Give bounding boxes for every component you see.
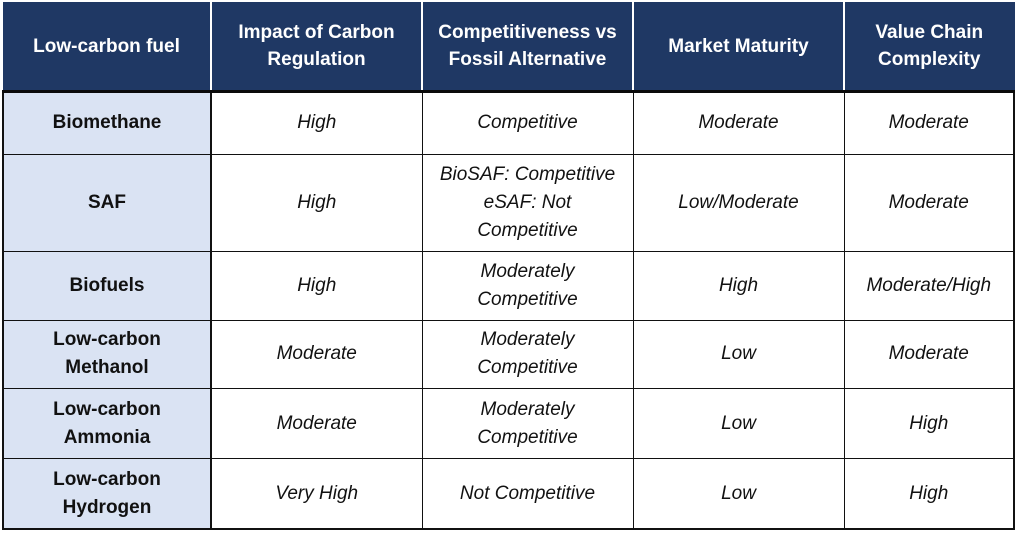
table-row: Low-carbon Ammonia Moderate Moderately C… bbox=[2, 388, 1015, 460]
impact-cell: Moderate bbox=[210, 388, 423, 460]
maturity-cell: Moderate bbox=[632, 91, 845, 155]
header-line: Low-carbon fuel bbox=[33, 35, 180, 57]
fuel-name-cell: SAF bbox=[2, 153, 212, 252]
fuel-name: Methanol bbox=[65, 357, 149, 379]
header-row: Low-carbon fuel Impact of Carbon Regulat… bbox=[3, 2, 1015, 93]
competitiveness-value: BioSAF: Competitive bbox=[439, 163, 616, 185]
header-line: Competitiveness vs bbox=[438, 22, 617, 43]
maturity-cell: Low bbox=[632, 388, 845, 460]
maturity-cell: Low bbox=[632, 458, 845, 531]
competitiveness-value: Competitive bbox=[477, 112, 578, 134]
fuel-name: Low-carbon bbox=[53, 329, 161, 351]
header-line: Complexity bbox=[878, 49, 981, 70]
table-row: Low-carbon Methanol Moderate Moderately … bbox=[2, 319, 1015, 390]
maturity-value: Low bbox=[721, 412, 756, 434]
maturity-cell: Low/Moderate bbox=[632, 153, 845, 252]
maturity-cell: High bbox=[632, 250, 845, 321]
fuel-name-cell: Low-carbon Hydrogen bbox=[2, 458, 212, 531]
competitiveness-value: Moderately bbox=[480, 260, 575, 282]
complexity-value: Moderate bbox=[888, 343, 969, 365]
complexity-cell: High bbox=[843, 458, 1015, 531]
maturity-value: High bbox=[718, 274, 759, 296]
table-row: Biomethane High Competitive Moderate Mod… bbox=[2, 91, 1015, 155]
header-market-maturity: Market Maturity bbox=[633, 2, 845, 93]
maturity-value: Moderate bbox=[698, 112, 779, 134]
fuel-name-cell: Low-carbon Ammonia bbox=[2, 388, 212, 460]
fuel-name: Ammonia bbox=[63, 426, 151, 448]
header-impact-of-carbon-regulation: Impact of Carbon Regulation bbox=[211, 2, 423, 93]
competitiveness-cell: Moderately Competitive bbox=[421, 388, 634, 460]
header-line: Market Maturity bbox=[668, 35, 809, 57]
complexity-value: High bbox=[909, 412, 949, 434]
fuel-name: Low-carbon bbox=[53, 398, 161, 420]
maturity-value: Low bbox=[721, 343, 756, 365]
fuel-name-cell: Biofuels bbox=[2, 250, 212, 321]
header-line: Impact of Carbon bbox=[238, 22, 395, 43]
competitiveness-value: Moderately bbox=[480, 329, 575, 351]
table-row: SAF High BioSAF: Competitive eSAF: Not C… bbox=[2, 153, 1015, 252]
competitiveness-value: Competitive bbox=[477, 357, 578, 379]
impact-cell: High bbox=[210, 91, 423, 155]
competitiveness-cell: Moderately Competitive bbox=[421, 319, 634, 390]
impact-value: High bbox=[297, 112, 337, 134]
fuel-name-cell: Biomethane bbox=[2, 91, 212, 155]
header-low-carbon-fuel: Low-carbon fuel bbox=[3, 2, 212, 93]
competitiveness-value: Competitive bbox=[477, 219, 578, 241]
competitiveness-value: Moderately bbox=[480, 398, 575, 420]
fuel-name: Biomethane bbox=[52, 112, 162, 134]
impact-value: High bbox=[297, 191, 337, 213]
header-value-chain-complexity: Value Chain Complexity bbox=[844, 2, 1015, 93]
maturity-cell: Low bbox=[632, 319, 845, 390]
competitiveness-value: eSAF: Not bbox=[483, 191, 572, 213]
competitiveness-cell: BioSAF: Competitive eSAF: Not Competitiv… bbox=[421, 153, 634, 252]
fuel-name: Hydrogen bbox=[62, 496, 152, 518]
header-line: Regulation bbox=[267, 49, 366, 70]
impact-cell: Very High bbox=[210, 458, 423, 531]
competitiveness-value: Competitive bbox=[477, 426, 578, 448]
low-carbon-fuel-table: Low-carbon fuel Impact of Carbon Regulat… bbox=[2, 2, 1015, 531]
complexity-cell: High bbox=[843, 388, 1015, 460]
header-competitiveness: Competitiveness vs Fossil Alternative bbox=[422, 2, 634, 93]
impact-value: Moderate bbox=[276, 412, 357, 434]
competitiveness-cell: Moderately Competitive bbox=[421, 250, 634, 321]
complexity-value: High bbox=[909, 482, 949, 504]
competitiveness-cell: Not Competitive bbox=[421, 458, 634, 531]
impact-value: Very High bbox=[275, 482, 359, 504]
complexity-cell: Moderate/High bbox=[843, 250, 1015, 321]
impact-cell: High bbox=[210, 153, 423, 252]
maturity-value: Low/Moderate bbox=[678, 191, 799, 213]
impact-value: High bbox=[297, 274, 337, 296]
complexity-value: Moderate bbox=[888, 191, 969, 213]
competitiveness-value: Not Competitive bbox=[459, 482, 596, 504]
competitiveness-value: Competitive bbox=[477, 288, 578, 310]
maturity-value: Low bbox=[721, 482, 756, 504]
fuel-name: Biofuels bbox=[69, 274, 145, 296]
header-line: Value Chain bbox=[875, 22, 984, 43]
header-line: Fossil Alternative bbox=[448, 49, 607, 70]
complexity-cell: Moderate bbox=[843, 91, 1015, 155]
impact-cell: High bbox=[210, 250, 423, 321]
table-container: Low-carbon fuel Impact of Carbon Regulat… bbox=[2, 2, 1015, 531]
complexity-cell: Moderate bbox=[843, 319, 1015, 390]
impact-value: Moderate bbox=[276, 343, 357, 365]
complexity-value: Moderate/High bbox=[866, 274, 992, 296]
table-row: Low-carbon Hydrogen Very High Not Compet… bbox=[2, 458, 1015, 531]
fuel-name: SAF bbox=[88, 191, 126, 213]
complexity-value: Moderate bbox=[888, 112, 969, 134]
competitiveness-cell: Competitive bbox=[421, 91, 634, 155]
complexity-cell: Moderate bbox=[843, 153, 1015, 252]
fuel-name: Low-carbon bbox=[53, 468, 161, 490]
impact-cell: Moderate bbox=[210, 319, 423, 390]
fuel-name-cell: Low-carbon Methanol bbox=[2, 319, 212, 390]
table-row: Biofuels High Moderately Competitive Hig… bbox=[2, 250, 1015, 321]
